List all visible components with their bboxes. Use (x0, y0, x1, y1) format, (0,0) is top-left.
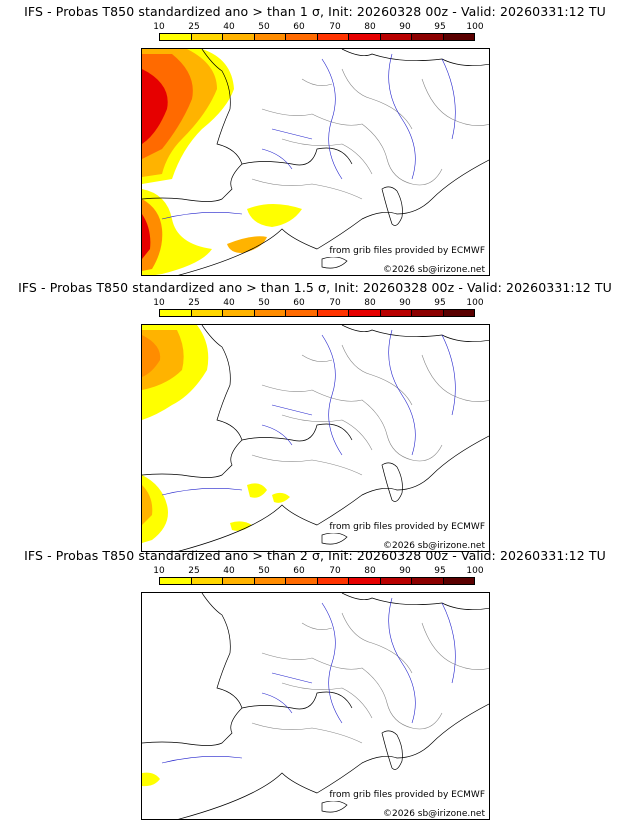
map-drawing (142, 325, 489, 551)
legend-label: 60 (293, 566, 305, 576)
legend-label: 95 (434, 22, 446, 32)
legend-label: 70 (329, 298, 341, 308)
legend-swatch (286, 310, 318, 316)
panel-title: IFS - Probas T850 standardized ano > tha… (24, 4, 606, 19)
probability-map: from grib files provided by ECMWF ©2026 … (141, 324, 490, 552)
legend-swatch (160, 34, 192, 40)
color-legend: 10 25 40 50 60 70 80 90 95 100 (153, 566, 484, 586)
legend-label: 50 (258, 566, 270, 576)
legend-swatch (443, 578, 474, 584)
legend-label: 90 (399, 566, 411, 576)
legend-labels: 10 25 40 50 60 70 80 90 95 100 (153, 22, 483, 32)
legend-label: 25 (188, 566, 200, 576)
borders (251, 612, 489, 744)
legend-swatch (380, 310, 412, 316)
data-source-credit: from grib files provided by ECMWF (329, 246, 485, 257)
legend-swatch (380, 34, 412, 40)
legend-label: 60 (293, 22, 305, 32)
legend-swatch (160, 310, 192, 316)
data-source-credit: from grib files provided by ECMWF (329, 790, 485, 801)
legend-swatch (317, 34, 349, 40)
legend-label: 70 (329, 22, 341, 32)
legend-label: 50 (258, 22, 270, 32)
legend-swatch (317, 578, 349, 584)
legend-swatch (443, 310, 474, 316)
copyright-credit: ©2026 sb@irizone.net (383, 541, 485, 551)
legend-swatch (412, 34, 444, 40)
probability-map: from grib files provided by ECMWF ©2026 … (141, 592, 490, 820)
legend-labels: 10 25 40 50 60 70 80 90 95 100 (153, 298, 483, 308)
legend-label: 60 (293, 298, 305, 308)
data-source-credit: from grib files provided by ECMWF (329, 522, 485, 533)
map-drawing (142, 49, 489, 275)
coastlines (142, 325, 489, 551)
color-legend: 10 25 40 50 60 70 80 90 95 100 (153, 298, 484, 318)
legend-label: 40 (223, 22, 235, 32)
legend-swatch (349, 310, 381, 316)
legend-label: 80 (364, 566, 376, 576)
legend-label: 95 (434, 298, 446, 308)
panel-title: IFS - Probas T850 standardized ano > tha… (24, 548, 606, 563)
panel-1-5sigma: IFS - Probas T850 standardized ano > tha… (0, 276, 630, 552)
legend-label: 25 (188, 298, 200, 308)
legend-swatch (349, 578, 381, 584)
legend-label: 25 (188, 22, 200, 32)
legend-swatch (191, 310, 223, 316)
legend-swatch (191, 578, 223, 584)
legend-swatch (254, 34, 286, 40)
copyright-credit: ©2026 sb@irizone.net (383, 809, 485, 819)
legend-swatch (380, 578, 412, 584)
legend-color-bar (159, 33, 475, 41)
legend-swatch (191, 34, 223, 40)
legend-color-bar (159, 309, 475, 317)
legend-swatch (412, 310, 444, 316)
legend-label: 10 (153, 298, 165, 308)
legend-labels: 10 25 40 50 60 70 80 90 95 100 (153, 566, 483, 576)
legend-swatch (286, 578, 318, 584)
legend-label: 70 (329, 566, 341, 576)
legend-swatch (160, 578, 192, 584)
legend-label: 100 (466, 298, 484, 308)
legend-swatch (223, 578, 255, 584)
legend-swatch (223, 34, 255, 40)
legend-swatch (223, 310, 255, 316)
legend-label: 95 (434, 566, 446, 576)
legend-label: 40 (223, 298, 235, 308)
legend-label: 80 (364, 298, 376, 308)
legend-label: 50 (258, 298, 270, 308)
legend-label: 10 (153, 566, 165, 576)
panel-title: IFS - Probas T850 standardized ano > tha… (18, 280, 612, 295)
legend-color-bar (159, 577, 475, 585)
legend-label: 10 (153, 22, 165, 32)
probability-shading (142, 49, 302, 275)
legend-label: 100 (466, 566, 484, 576)
rivers (161, 597, 456, 764)
panel-2sigma: IFS - Probas T850 standardized ano > tha… (0, 544, 630, 820)
legend-label: 40 (223, 566, 235, 576)
coastlines (142, 49, 489, 275)
legend-label: 90 (399, 298, 411, 308)
legend-swatch (349, 34, 381, 40)
legend-swatch (254, 578, 286, 584)
borders (251, 68, 489, 200)
legend-label: 90 (399, 22, 411, 32)
legend-swatch (286, 34, 318, 40)
rivers (161, 53, 456, 220)
coastlines (142, 593, 489, 819)
copyright-credit: ©2026 sb@irizone.net (383, 265, 485, 275)
probability-shading (142, 772, 160, 787)
rivers (161, 329, 456, 496)
map-drawing (142, 593, 489, 819)
panel-1sigma: IFS - Probas T850 standardized ano > tha… (0, 0, 630, 276)
color-legend: 10 25 40 50 60 70 80 90 95 100 (153, 22, 484, 42)
legend-swatch (254, 310, 286, 316)
legend-swatch (443, 34, 474, 40)
legend-swatch (317, 310, 349, 316)
borders (251, 344, 489, 476)
probability-shading (142, 325, 290, 543)
legend-label: 100 (466, 22, 484, 32)
legend-label: 80 (364, 22, 376, 32)
legend-swatch (412, 578, 444, 584)
probability-map: from grib files provided by ECMWF ©2026 … (141, 48, 490, 276)
